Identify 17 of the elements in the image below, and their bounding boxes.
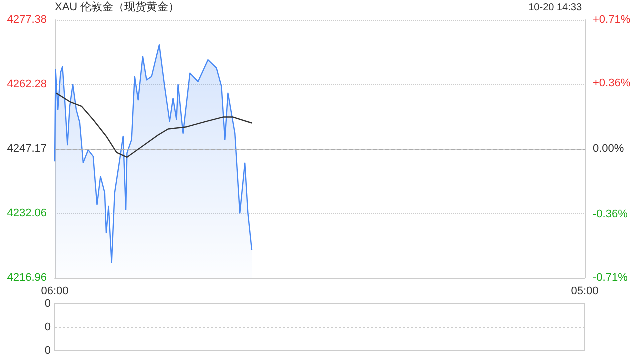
y2-tick-label: 0.00% bbox=[593, 143, 624, 155]
text: 0 bbox=[44, 345, 51, 357]
y-tick-label: 4232.06 bbox=[7, 208, 47, 220]
y-tick-label: 4277.38 bbox=[7, 14, 47, 26]
y-tick-label: 4247.17 bbox=[7, 143, 47, 155]
x-tick-label: 05:00 bbox=[571, 286, 599, 298]
y2-tick-label: +0.71% bbox=[593, 14, 631, 26]
chart-title: XAU 伦敦金（现货黄金） bbox=[55, 0, 180, 14]
y-tick-label: 4216.96 bbox=[7, 272, 47, 284]
text: 0 bbox=[44, 322, 51, 334]
y2-tick-label: +0.36% bbox=[593, 78, 631, 90]
text: 10-20 14:33 bbox=[528, 2, 582, 14]
text: 0 bbox=[44, 298, 51, 310]
y2-tick-label: -0.71% bbox=[593, 272, 628, 284]
y2-tick-label: -0.36% bbox=[593, 208, 628, 220]
y-tick-label: 4262.28 bbox=[7, 78, 47, 90]
x-tick-label: 06:00 bbox=[41, 286, 69, 298]
